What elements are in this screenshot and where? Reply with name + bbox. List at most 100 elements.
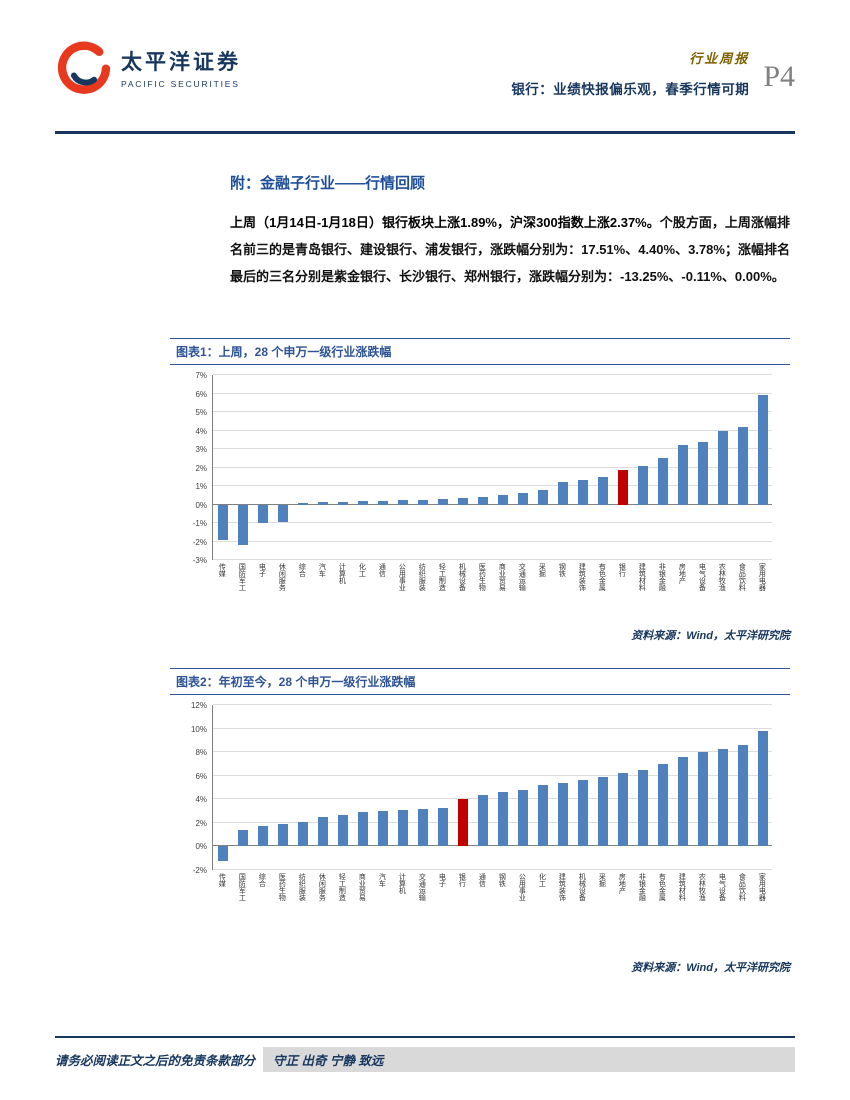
gridline — [213, 751, 772, 753]
bar-化工 — [538, 785, 548, 847]
bar-农林牧渔 — [718, 430, 728, 505]
figure-1-caption: 图表1：上周，28 个申万一级行业涨跌幅 — [170, 338, 790, 365]
page-footer: 请务必阅读正文之后的免责条款部分 守正 出奇 宁静 致远 — [55, 1036, 795, 1072]
zero-gridline — [213, 845, 772, 847]
bar-综合 — [298, 502, 308, 505]
bar-钢铁 — [558, 482, 568, 505]
gridline — [213, 540, 772, 542]
x-axis-label: 农林牧渔 — [698, 873, 706, 901]
x-axis-label: 电气设备 — [698, 563, 706, 591]
y-axis-tick-label: 7% — [195, 371, 207, 380]
x-axis-label: 汽车 — [318, 563, 326, 577]
x-axis-label: 银行 — [618, 563, 626, 577]
x-axis-label: 钢铁 — [498, 873, 506, 887]
header-right: 行业周报 银行：业绩快报偏乐观，春季行情可期 P4 — [511, 48, 795, 98]
report-title: 银行：业绩快报偏乐观，春季行情可期 — [511, 82, 750, 97]
gridline — [213, 798, 772, 800]
x-axis-label: 农林牧渔 — [718, 563, 726, 591]
x-axis-label: 传媒 — [218, 873, 226, 887]
x-axis-label: 通信 — [378, 563, 386, 577]
x-axis-label: 化工 — [538, 873, 546, 887]
y-axis-tick-label: 12% — [190, 701, 207, 710]
bar-纺织服装 — [298, 821, 308, 847]
bar-公用事业 — [518, 789, 528, 847]
logo-name-cn: 太平洋证券 — [121, 50, 241, 74]
bar-建筑材料 — [678, 756, 688, 847]
bar-交通运输 — [418, 808, 428, 847]
gridline — [213, 869, 772, 870]
bar-计算机 — [338, 501, 348, 505]
body-paragraph: 上周（1月14日-1月18日）银行板块上涨1.89%，沪深300指数上涨2.37… — [230, 209, 790, 290]
bar-有色金属 — [658, 763, 668, 847]
y-axis-tick-label: 0% — [195, 842, 207, 852]
x-axis-label: 休闲服务 — [278, 563, 286, 591]
gridline — [213, 727, 772, 729]
page-number: P4 — [763, 60, 795, 93]
figure-2-bar-chart: -2% 0% 2% 4% 6% 8% 10% 12% 传媒 国防军工 综合 医药生物 纺织服装 休闲服务 轻… — [170, 701, 790, 954]
x-axis-label: 银行 — [458, 873, 466, 887]
x-axis-label: 建筑材料 — [638, 563, 646, 591]
figure-2-caption: 图表2：年初至今，28 个申万一级行业涨跌幅 — [170, 668, 790, 695]
bar-纺织服装 — [418, 499, 428, 505]
gridline — [213, 466, 772, 468]
paragraph-lead: 上周（1月14日-1月18日）银行板块上涨1.89%，沪深300指数上涨2.37… — [230, 215, 660, 230]
x-axis-label: 轻工制造 — [338, 873, 346, 901]
pacific-securities-logo-icon — [57, 41, 111, 94]
x-axis-label: 医药生物 — [278, 873, 286, 901]
bar-通信 — [478, 794, 488, 847]
y-axis-tick-label: 3% — [195, 445, 207, 454]
x-axis-label: 采掘 — [538, 563, 546, 577]
bar-食品饮料 — [738, 745, 748, 847]
paragraph-rest: 个股方面，上周涨幅排名前三的是青岛银行、建设银行、浦发银行，涨跌幅分别为：17.… — [230, 215, 790, 284]
y-axis-tick-label: 10% — [190, 724, 207, 734]
bar-电子 — [258, 504, 268, 523]
x-axis-label: 建筑装饰 — [578, 563, 586, 591]
x-axis-label: 电子 — [438, 873, 446, 887]
y-axis-tick-label: 4% — [195, 795, 207, 805]
x-axis-label: 纺织服装 — [418, 563, 426, 591]
x-axis-label: 食品饮料 — [738, 563, 746, 591]
x-axis-label: 建筑材料 — [678, 873, 686, 901]
figure-2-source: 资料来源：Wind，太平洋研究院 — [631, 962, 790, 974]
x-axis-label: 综合 — [298, 563, 306, 577]
bar-公用事业 — [398, 499, 408, 505]
x-axis-label: 电气设备 — [718, 873, 726, 901]
bar-建筑装饰 — [558, 782, 568, 847]
report-type-label: 行业周报 — [689, 51, 750, 66]
bar-轻工制造 — [438, 498, 448, 505]
bar-建筑装饰 — [578, 479, 588, 505]
bar-农林牧渔 — [698, 752, 708, 847]
x-axis-label: 国防军工 — [238, 873, 246, 901]
bar-商业贸易 — [358, 812, 368, 847]
gridline — [213, 522, 772, 523]
x-axis-labels: 传媒 国防军工 电子 休闲服务 综合 汽车 计算机 化工 通信 公用事业 纺织服装 轻工制造 机械设备 医… — [212, 560, 772, 622]
figure-1: 图表1：上周，28 个申万一级行业涨跌幅 -3% -2% -1% 0% 1% 2% 3% 4%… — [170, 338, 790, 643]
bar-钢铁 — [498, 792, 508, 847]
logo-text: 太平洋证券 PACIFIC SECURITIES — [121, 46, 241, 89]
header-titles: 行业周报 银行：业绩快报偏乐观，春季行情可期 — [511, 48, 749, 98]
bar-化工 — [358, 501, 368, 505]
figure-1-source: 资料来源：Wind，太平洋研究院 — [631, 630, 790, 642]
bar-汽车 — [318, 502, 328, 505]
x-axis-label: 房地产 — [678, 563, 686, 584]
x-axis-label: 机械设备 — [458, 563, 466, 591]
x-axis-label: 钢铁 — [558, 563, 566, 577]
x-axis-label: 房地产 — [618, 873, 626, 894]
bar-轻工制造 — [338, 814, 348, 847]
bar-传媒 — [218, 846, 228, 861]
bar-电气设备 — [698, 441, 708, 505]
figure-2: 图表2：年初至今，28 个申万一级行业涨跌幅 -2% 0% 2% 4% 6% 8% 10% 1… — [170, 668, 790, 975]
bar-国防军工 — [238, 504, 248, 546]
bar-非银金融 — [638, 769, 648, 847]
x-axis-label: 化工 — [358, 563, 366, 577]
gridline — [213, 448, 772, 449]
gridline — [213, 374, 772, 375]
x-axis-label: 休闲服务 — [318, 873, 326, 901]
y-axis-tick-label: 6% — [195, 389, 207, 399]
x-axis-label: 交通运输 — [418, 873, 426, 901]
bar-机械设备 — [458, 498, 468, 505]
x-axis-label: 电子 — [258, 563, 266, 577]
x-axis-label: 交通运输 — [518, 563, 526, 591]
logo-name-en: PACIFIC SECURITIES — [121, 78, 240, 89]
